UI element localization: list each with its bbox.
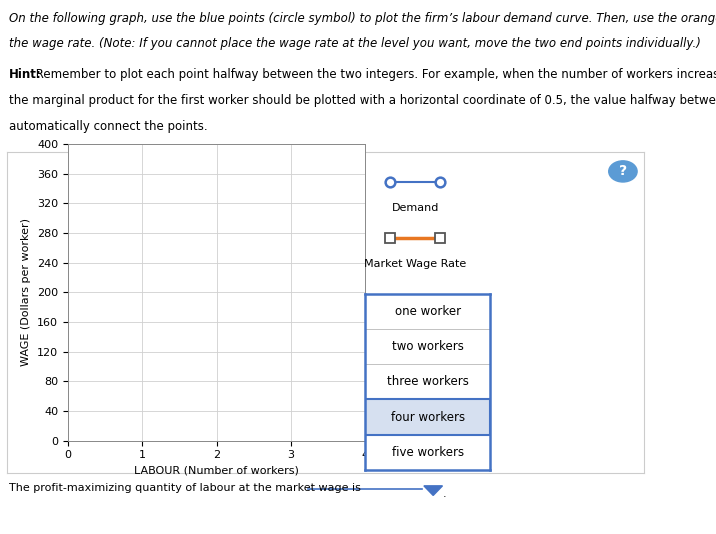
Circle shape [609,161,637,182]
Text: five workers: five workers [392,446,464,459]
Text: .: . [442,489,446,499]
Text: ?: ? [619,164,627,178]
Bar [365,399,490,435]
Text: Demand: Demand [392,203,439,213]
Text: the marginal product for the first worker should be plotted with a horizontal co: the marginal product for the first worke… [9,94,716,107]
Text: three workers: three workers [387,375,469,388]
Text: two workers: two workers [392,340,464,353]
Text: Market Wage Rate: Market Wage Rate [364,259,466,269]
Text: Hint:: Hint: [9,68,42,81]
Text: automatically connect the points.: automatically connect the points. [9,120,207,132]
Text: one worker: one worker [395,305,461,318]
Y-axis label: WAGE (Dollars per worker): WAGE (Dollars per worker) [21,218,32,366]
Text: Remember to plot each point halfway between the two integers. For example, when : Remember to plot each point halfway betw… [32,68,716,81]
Text: four workers: four workers [391,411,465,423]
Text: the wage rate. (Note: If you cannot place the wage rate at the level you want, m: the wage rate. (Note: If you cannot plac… [9,37,700,50]
Text: The profit-maximizing quantity of labour at the market wage is: The profit-maximizing quantity of labour… [9,483,360,493]
Text: On the following graph, use the blue points (circle symbol) to plot the firm’s l: On the following graph, use the blue poi… [9,12,716,25]
X-axis label: LABOUR (Number of workers): LABOUR (Number of workers) [134,466,299,476]
